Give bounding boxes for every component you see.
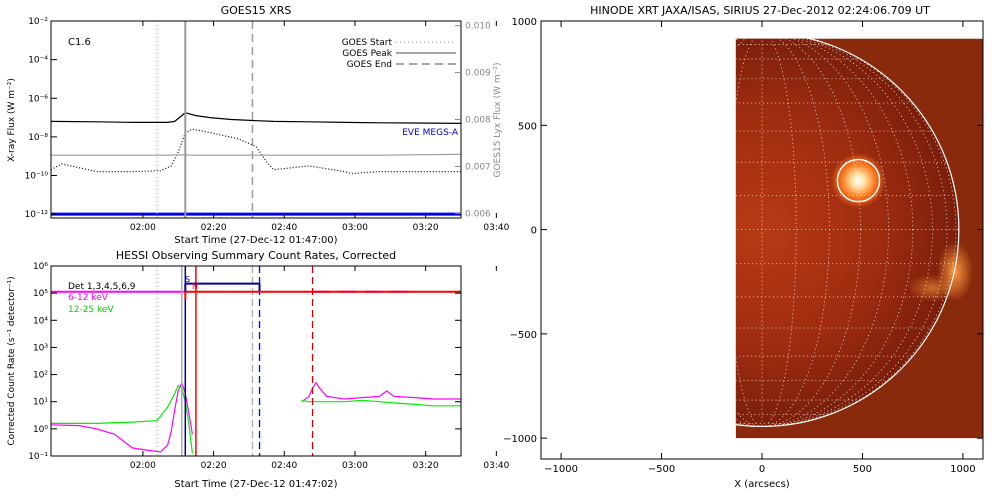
longitude-line (735, 38, 948, 427)
longitude-line (735, 38, 914, 427)
y-tick-label: −500 (510, 330, 537, 341)
y-tick-label: 10⁻⁸ (28, 133, 48, 143)
y-tick-label: −1000 (503, 434, 537, 445)
goes-xrs-panel: GOES15 XRS 02:00 02:20 02:40 03:00 03:20 03:4… (7, 4, 510, 246)
y-tick-label: 0 (531, 226, 537, 237)
series-12-25-kev (301, 399, 461, 407)
y-tick-label: 10⁻⁶ (28, 94, 48, 104)
goes-legend: GOES Start GOES Peak GOES End (342, 38, 456, 70)
y2-tick-label: 0.006 (465, 209, 491, 219)
x-tick-label: −500 (648, 464, 675, 475)
y-tick-label: 10⁻¹² (25, 210, 49, 220)
goes-x-axis-label: Start Time (27-Dec-12 01:47:00) (174, 235, 337, 246)
longitude-line (735, 38, 957, 427)
solar-limb (564, 32, 960, 428)
hessi-legend: Det 1,3,4,5,6,9 6-12 keV 12-25 keV (68, 282, 136, 315)
series-12-25-kev (51, 384, 193, 454)
hessi-chart-title: HESSI Observing Summary Count Rates, Cor… (116, 249, 396, 262)
active-region-glow (831, 153, 886, 208)
y-tick-label: 10⁶ (33, 262, 48, 272)
solar-disk (735, 38, 959, 427)
y2-tick-label: 0.008 (465, 116, 491, 126)
y2-tick-label: 0.010 (465, 22, 491, 32)
x-tick-label: 03:20 (413, 461, 439, 471)
goes-series-0 (51, 112, 461, 124)
x-tick-label: 02:40 (271, 461, 297, 471)
hessi-plot-frame (50, 265, 462, 457)
x-tick-label: 02:20 (201, 223, 227, 233)
y-tick-label: 500 (518, 121, 537, 132)
y-tick-label: 10⁻¹⁰ (25, 172, 49, 182)
x-tick-label: 03:00 (342, 461, 368, 471)
goes-y2-axis-label: GOES15 Lyx Flux (W m⁻²) (493, 63, 503, 178)
hessi-y-axis-label: Corrected Count Rate (s⁻¹ detector⁻¹) (7, 276, 17, 445)
legend-goes-peak: GOES Peak (342, 49, 392, 59)
hinode-xrt-panel: HINODE XRT JAXA/ISAS, SIRIUS 27-Dec-2012… (503, 4, 984, 490)
goes-chart-title: GOES15 XRS (221, 4, 292, 17)
eve-megs-label: EVE MEGS-A (402, 128, 459, 138)
legend-goes-end: GOES End (347, 60, 392, 70)
series-6-12-kev (51, 381, 193, 453)
y-tick-label: 10³ (33, 343, 48, 353)
legend-goes-start: GOES Start (342, 38, 393, 48)
y2-tick-label: 0.009 (465, 69, 491, 79)
xrt-image (735, 38, 973, 427)
x-tick-label: 02:00 (130, 223, 156, 233)
y2-tick-label: 0.007 (465, 162, 491, 172)
y-tick-label: 10⁴ (33, 316, 48, 326)
series-6-12-kev (301, 381, 461, 403)
xrt-x-axis-label: X (arcsecs) (734, 479, 790, 490)
legend-detectors: Det 1,3,4,5,6,9 (68, 282, 136, 292)
x-tick-label: 03:40 (483, 461, 509, 471)
x-tick-label: 500 (853, 464, 872, 475)
y-tick-label: 10⁻¹ (28, 452, 48, 462)
goes-flare-class: C1.6 (68, 37, 91, 48)
legend-12-25-kev: 12-25 keV (68, 305, 114, 315)
x-tick-label: −1000 (544, 464, 578, 475)
x-tick-label: 0 (759, 464, 765, 475)
x-tick-label: 02:40 (271, 223, 297, 233)
hessi-x-axis-label: Start Time (27-Dec-12 01:47:02) (174, 479, 337, 490)
legend-6-12-kev: 6-12 keV (68, 293, 109, 303)
x-tick-label: 03:20 (413, 223, 439, 233)
x-tick-label: 02:00 (130, 461, 156, 471)
y-tick-label: 10⁵ (33, 289, 48, 299)
goes-series-2 (51, 153, 461, 156)
y-tick-label: 10¹ (33, 398, 48, 408)
state-bar-label-s: S (185, 275, 190, 284)
y-tick-label: 10² (33, 371, 48, 381)
y-tick-label: 10⁰ (33, 425, 48, 435)
goes-y-axis-label: X-ray Flux (W m⁻²) (7, 78, 17, 162)
x-tick-label: 03:40 (483, 223, 509, 233)
hessi-panel: HESSI Observing Summary Count Rates, Cor… (7, 249, 510, 490)
limb-bright-region (907, 273, 958, 302)
y-tick-label: 10⁻² (28, 17, 48, 27)
goes-plot-frame (50, 20, 462, 219)
state-bar-label-n: N (192, 282, 198, 291)
flare-location-circle (836, 158, 881, 203)
x-tick-label: 02:20 (201, 461, 227, 471)
xrt-image-title: HINODE XRT JAXA/ISAS, SIRIUS 27-Dec-2012… (590, 4, 930, 17)
goes-series-1 (51, 128, 461, 175)
y-tick-label: 10⁻⁴ (28, 56, 48, 66)
x-tick-label: 1000 (950, 464, 975, 475)
y-tick-label: 1000 (512, 17, 537, 28)
x-tick-label: 03:00 (342, 223, 368, 233)
